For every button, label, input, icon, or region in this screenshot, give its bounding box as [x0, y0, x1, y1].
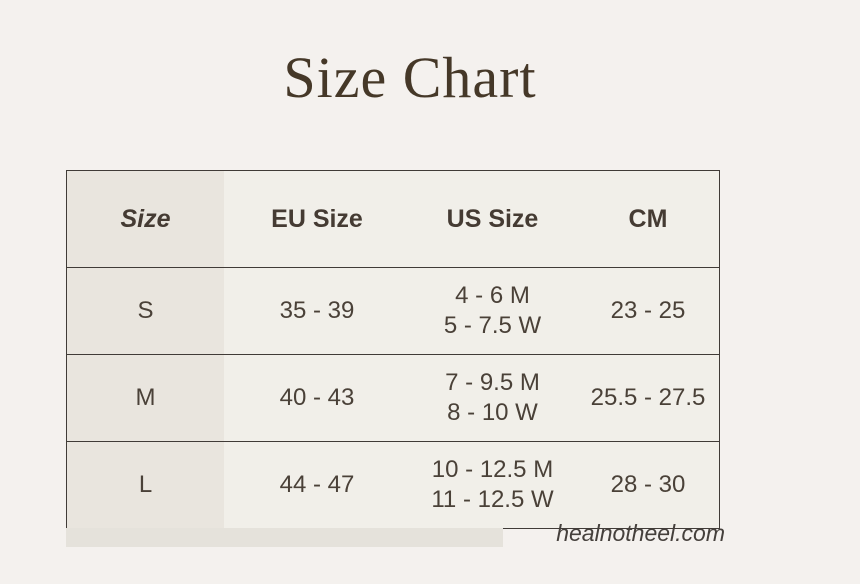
table-row-small: S 35 - 39 4 - 6 M 5 - 7.5 W 23 - 25 — [67, 267, 719, 354]
table-row-medium: M 40 - 43 7 - 9.5 M 8 - 10 W 25.5 - 27.5 — [67, 354, 719, 441]
cell-size: M — [67, 355, 224, 441]
watermark-text: healnotheel.com — [556, 520, 725, 546]
cell-us-men: 10 - 12.5 M — [431, 456, 554, 483]
cell-cm: 28 - 30 — [610, 471, 686, 498]
size-table: Size EU Size US Size CM S 35 - 39 4 - 6 … — [66, 170, 720, 529]
cell-eu-size: 44 - 47 — [279, 471, 355, 498]
cell-eu-size: 35 - 39 — [279, 297, 355, 324]
cell-us-women: 5 - 7.5 W — [443, 312, 542, 339]
cell-cm: 23 - 25 — [610, 297, 686, 324]
header-cell-cm: CM — [628, 205, 668, 233]
cell-us-women: 11 - 12.5 W — [431, 486, 554, 513]
table-row-large: L 44 - 47 10 - 12.5 M 11 - 12.5 W 28 - 3… — [67, 441, 719, 528]
cell-eu-size: 40 - 43 — [279, 384, 355, 411]
cell-size: S — [67, 268, 224, 354]
header-cell-eu-size: EU Size — [271, 205, 363, 233]
cell-us-men: 4 - 6 M — [455, 282, 530, 309]
table-header-row: Size EU Size US Size CM — [67, 171, 719, 267]
cell-size: L — [67, 442, 224, 528]
header-cell-us-size: US Size — [446, 205, 539, 233]
cell-us-size: 4 - 6 M 5 - 7.5 W — [410, 268, 575, 354]
cell-us-size: 7 - 9.5 M 8 - 10 W — [410, 355, 575, 441]
cell-cm: 25.5 - 27.5 — [590, 384, 706, 411]
header-cell-size: Size — [67, 171, 224, 267]
cell-us-size: 10 - 12.5 M 11 - 12.5 W — [410, 442, 575, 528]
cell-us-men: 7 - 9.5 M — [445, 369, 540, 396]
table-shadow — [66, 528, 503, 547]
page-title: Size Chart — [283, 45, 537, 110]
cell-us-women: 8 - 10 W — [447, 399, 538, 426]
